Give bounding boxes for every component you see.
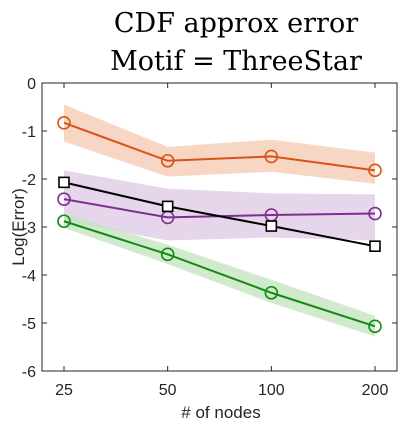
series-3-point <box>368 319 382 334</box>
series-3-line <box>63 220 376 328</box>
series-3-point <box>264 285 279 300</box>
series-1-point <box>57 192 71 206</box>
y-tick-label: 0 <box>27 76 36 93</box>
x-tick-label: 50 <box>159 382 177 399</box>
series-3-point <box>57 214 71 229</box>
y-tick-label: -6 <box>22 364 36 381</box>
chart-title-line-1: CDF approx error <box>114 8 358 39</box>
chart-title-line-2: Motif = ThreeStar <box>110 46 362 77</box>
x-tick-label: 100 <box>258 382 285 399</box>
series-0-line <box>63 121 376 172</box>
series-0-band <box>64 104 375 184</box>
series-1-point <box>368 206 382 221</box>
series-2-point <box>58 176 70 189</box>
x-tick-label: 25 <box>55 382 73 399</box>
series-3-point <box>160 247 175 262</box>
x-tick-label: 200 <box>362 382 389 399</box>
series-0-point <box>264 149 279 164</box>
series-0-point <box>368 163 382 178</box>
series-2-line <box>63 181 376 248</box>
series-2-point <box>161 200 174 213</box>
y-tick-label: -1 <box>22 124 36 141</box>
series-3-band <box>64 213 375 337</box>
y-tick-label: -2 <box>22 172 36 189</box>
series-2-point <box>369 240 381 252</box>
y-tick-label: -4 <box>22 268 36 285</box>
series-2-point <box>265 220 278 232</box>
y-tick-label: -3 <box>22 220 36 237</box>
x-axis-label: # of nodes <box>181 403 260 422</box>
plot-area: 0 -1 -2 -3 -4 -5 -6 25 50 100 200 <box>22 76 398 399</box>
y-axis-label: Log(Error) <box>9 188 28 265</box>
y-tick-label: -5 <box>22 316 36 333</box>
series-0-point <box>160 153 175 168</box>
series-0-point <box>57 116 71 130</box>
series-1-band <box>64 170 375 241</box>
